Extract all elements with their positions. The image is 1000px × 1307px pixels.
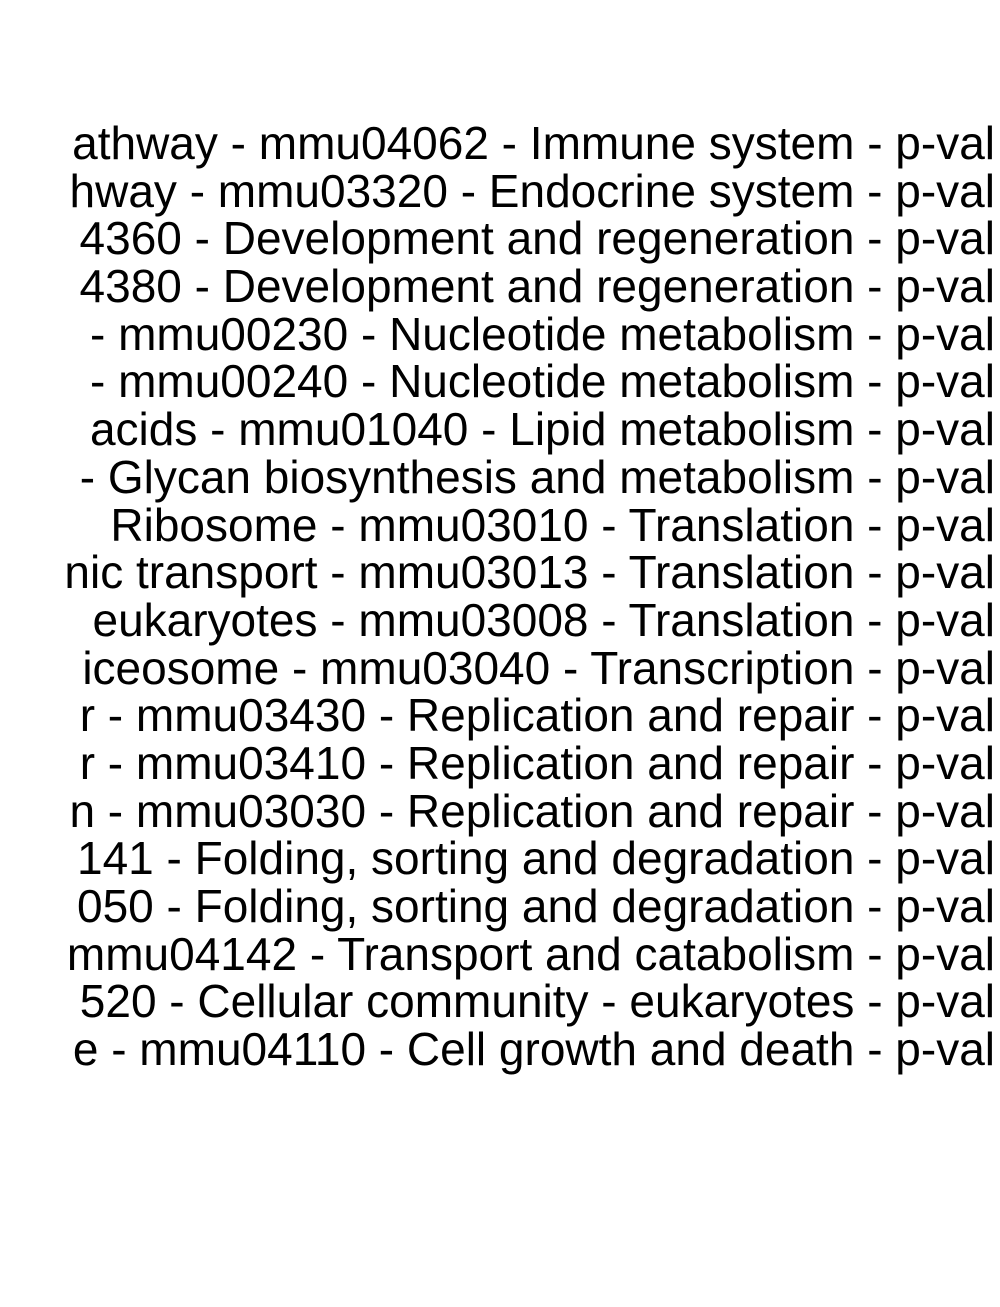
category-tick-label: 520 - Cellular community - eukaryotes - …	[79, 975, 995, 1028]
category-tick-label: hway - mmu03320 - Endocrine system - p-v…	[69, 164, 995, 217]
category-tick-label: r - mmu03410 - Replication and repair - …	[79, 736, 995, 789]
category-label-list: athway - mmu04062 - Immune system - p-va…	[64, 117, 995, 1076]
category-tick-label: r - mmu03430 - Replication and repair - …	[79, 689, 995, 742]
category-tick-label: 4380 - Development and regeneration - p-…	[79, 260, 995, 313]
category-tick-label: 4360 - Development and regeneration - p-…	[79, 212, 995, 265]
category-tick-label: iceosome - mmu03040 - Transcription - p-…	[82, 641, 995, 694]
category-tick-label: acids - mmu01040 - Lipid metabolism - p-…	[89, 403, 995, 456]
category-tick-label: - Glycan biosynthesis and metabolism - p…	[79, 450, 995, 503]
category-tick-label: 141 - Folding, sorting and degradation -…	[76, 832, 995, 885]
category-tick-label: mmu04142 - Transport and catabolism - p-…	[66, 927, 995, 980]
category-tick-label: eukaryotes - mmu03008 - Translation - p-…	[92, 593, 995, 646]
category-tick-label: e - mmu04110 - Cell growth and death - p…	[72, 1023, 995, 1076]
category-tick-label: 050 - Folding, sorting and degradation -…	[76, 880, 995, 932]
category-tick-label: athway - mmu04062 - Immune system - p-va…	[72, 117, 995, 169]
category-tick-label: Ribosome - mmu03010 - Translation - p-va…	[110, 498, 995, 551]
category-tick-label: - mmu00230 - Nucleotide metabolism - p-v…	[89, 307, 995, 360]
category-tick-label: - mmu00240 - Nucleotide metabolism - p-v…	[89, 355, 995, 408]
category-tick-label: nic transport - mmu03013 - Translation -…	[64, 546, 995, 599]
category-tick-label: n - mmu03030 - Replication and repair - …	[69, 784, 995, 837]
